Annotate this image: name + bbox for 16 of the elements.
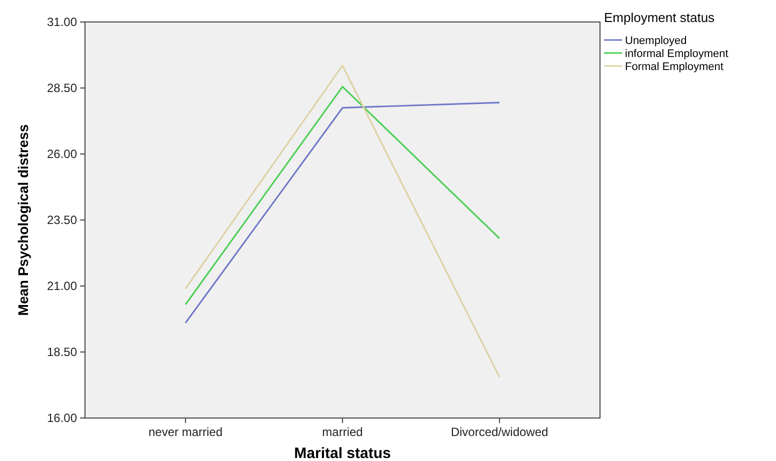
y-tick-label: 18.50 [46,345,78,360]
y-tick-label: 23.50 [46,213,78,228]
y-tick-label: 16.00 [46,411,78,426]
y-tick-label: 31.00 [46,15,78,30]
legend-label: Unemployed [625,34,687,47]
legend-title: Employment status [604,10,716,25]
y-axis-title: Mean Psychological distress [15,124,31,316]
x-tick-label: married [322,425,363,439]
legend-label: Formal Employment [625,60,724,73]
x-axis-title: Marital status [294,445,391,461]
y-tick-label: 21.00 [46,279,78,294]
legend-label: informal Employment [625,48,728,60]
x-tick-label: never married [148,425,223,439]
y-tick-label: 28.50 [46,81,78,96]
y-tick-label: 26.00 [46,147,78,162]
x-tick-label: Divorced/widowed [450,425,548,439]
